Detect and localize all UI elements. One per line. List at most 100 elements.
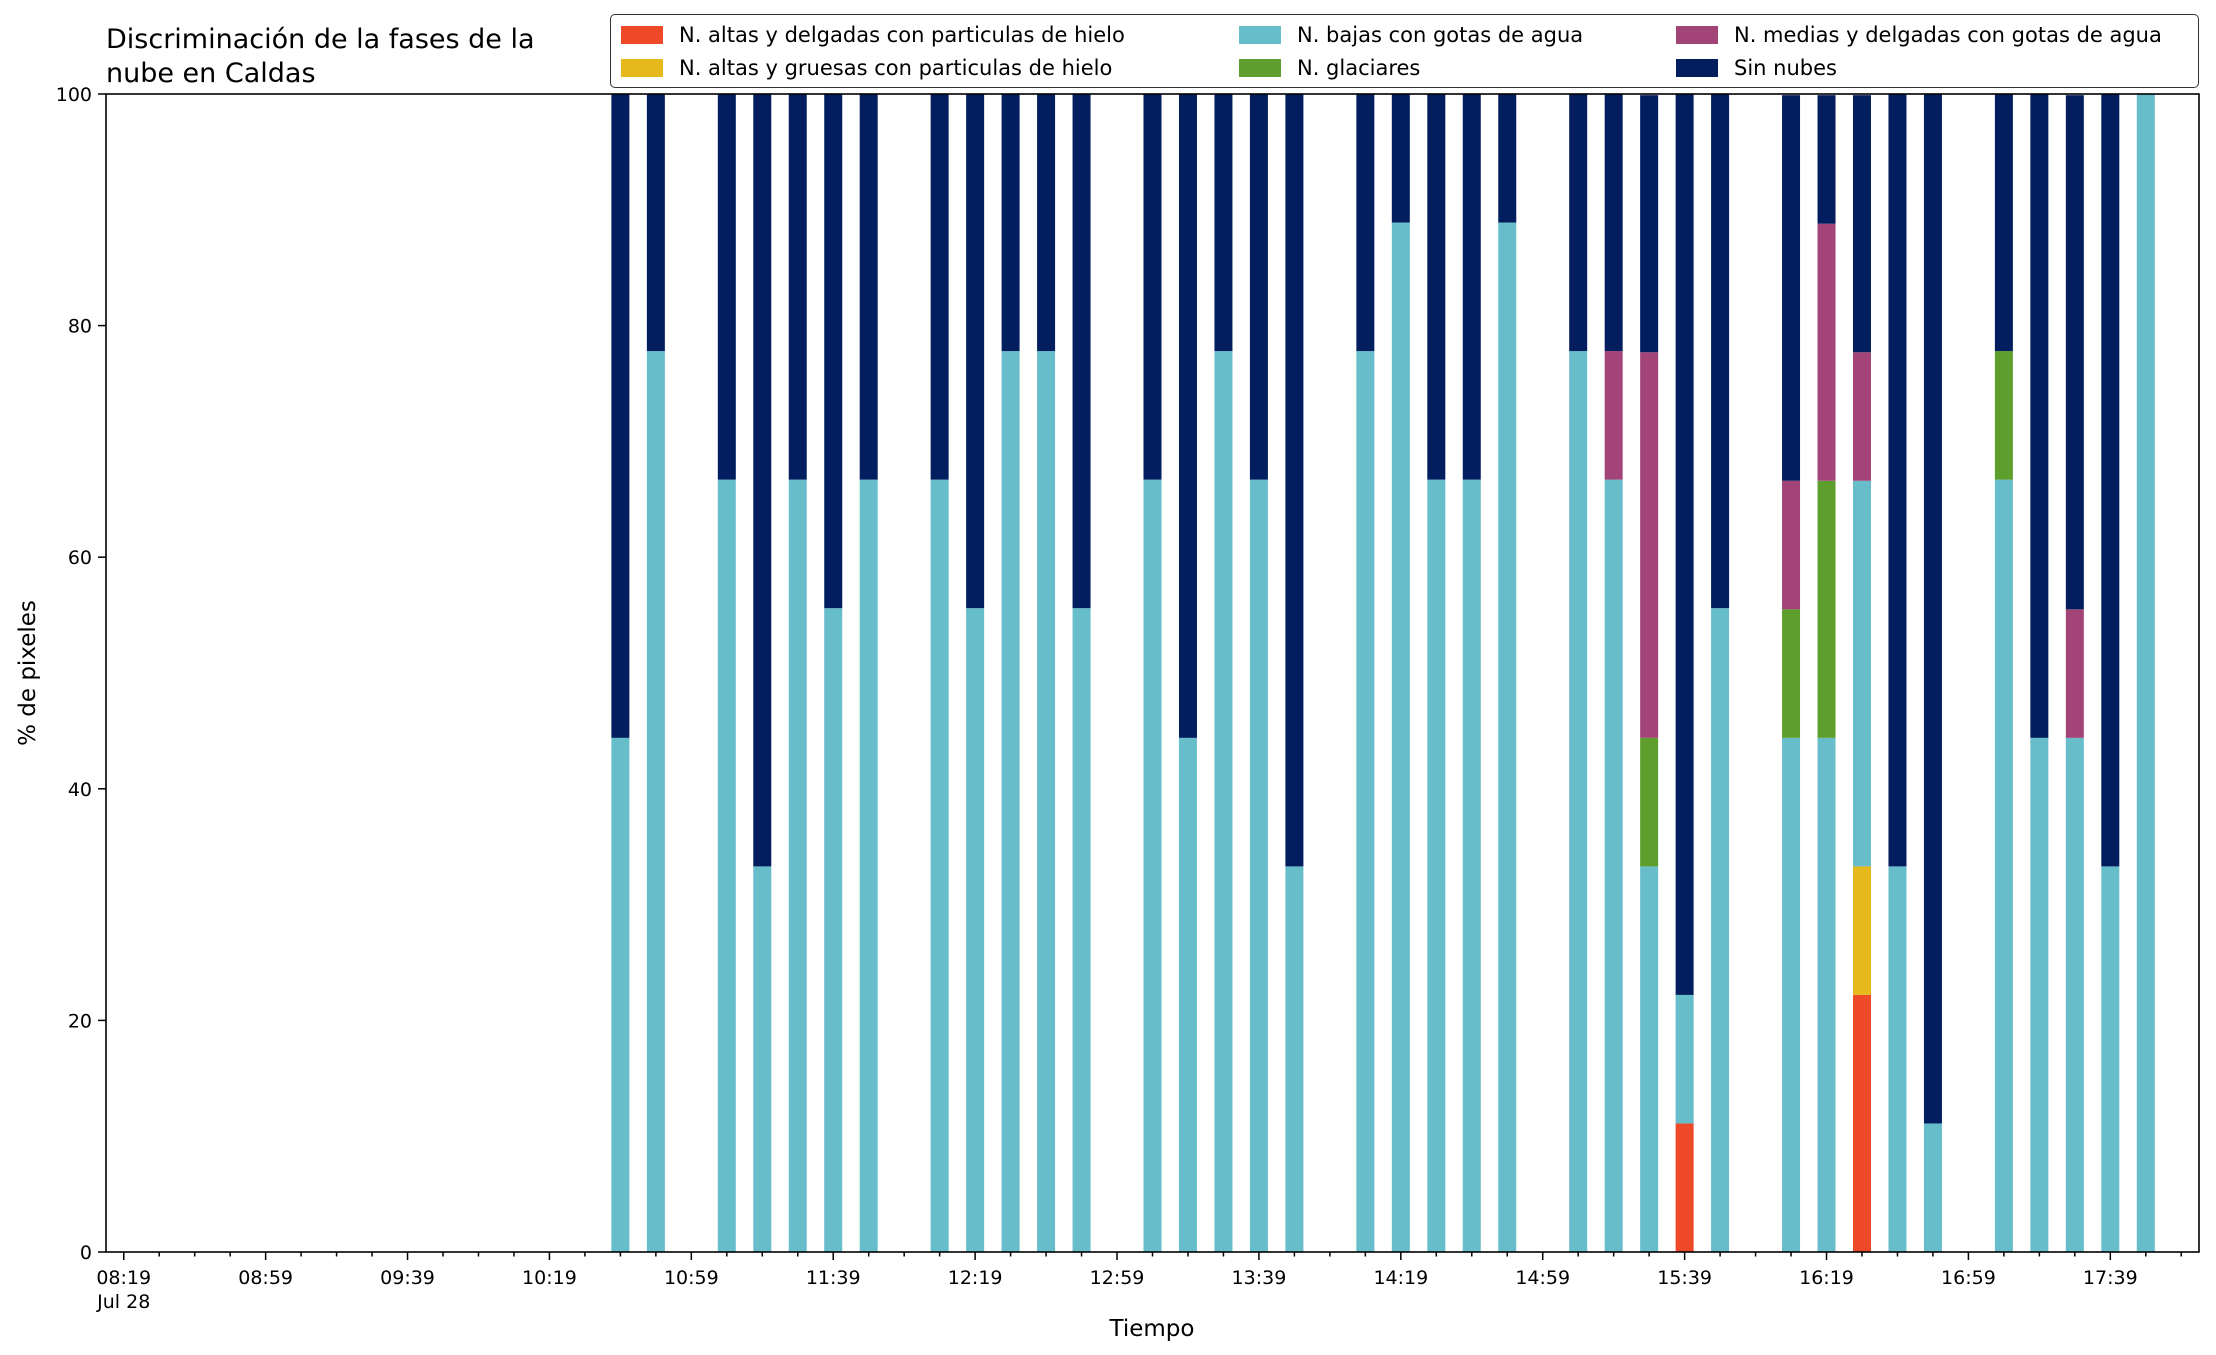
bar-segment <box>1285 94 1304 867</box>
bar-segment <box>2101 866 2120 1252</box>
bar-segment <box>1178 94 1197 738</box>
y-tick-label: 20 <box>68 1010 92 1032</box>
legend-item-glaciares: N. glaciares <box>1239 55 1420 81</box>
bar-segment <box>1994 479 2013 1252</box>
bar-segment <box>1498 222 1517 1252</box>
bar-segment <box>1675 1123 1694 1252</box>
bar-segment <box>1782 480 1801 610</box>
bar-segment <box>1249 479 1268 1252</box>
bar-segment <box>1214 94 1233 352</box>
x-tick-label: 09:39 <box>380 1267 435 1289</box>
bar-segment <box>1604 479 1623 1252</box>
bar-segment <box>717 479 736 1252</box>
bar-segment <box>1569 351 1588 1253</box>
x-tick-label: 16:19 <box>1799 1267 1854 1289</box>
bar-segment <box>1923 94 1942 1124</box>
bar-segment <box>966 94 985 609</box>
x-tick-label: 11:39 <box>806 1267 861 1289</box>
bar-segment <box>1994 351 2013 480</box>
bar-segment <box>1888 94 1907 867</box>
bar-segment <box>1249 94 1268 480</box>
bar-segment <box>1923 1123 1942 1252</box>
bar-segment <box>2030 94 2049 738</box>
bar-segment <box>1640 95 1659 353</box>
bar-segment <box>859 94 878 480</box>
bar-segment <box>1001 351 1020 1253</box>
bar-segment <box>1072 608 1091 1252</box>
bar-segment <box>824 94 843 609</box>
x-tick-label: 08:19 <box>96 1267 151 1289</box>
bar-segment <box>1817 737 1836 1252</box>
bar-segment <box>753 866 772 1252</box>
x-tick-label: 13:39 <box>1232 1267 1287 1289</box>
x-tick-label: 16:59 <box>1941 1267 1996 1289</box>
bar-segment <box>1852 352 1871 481</box>
x-axis-label: Tiempo <box>1109 1316 1195 1342</box>
bar-segment <box>2065 737 2084 1252</box>
legend-item-altas-gruesas: N. altas y gruesas con particulas de hie… <box>621 55 1112 81</box>
x-date-label: Jul 28 <box>96 1291 150 1313</box>
bar-segment <box>1285 866 1304 1252</box>
legend-item-sin-nubes: Sin nubes <box>1676 55 1837 81</box>
bar-segment <box>1604 94 1623 352</box>
bar-segment <box>1817 480 1836 738</box>
x-tick-label: 08:59 <box>238 1267 293 1289</box>
bar-segment <box>1675 94 1694 995</box>
bar-segment <box>1852 95 1871 353</box>
x-tick-label: 14:59 <box>1515 1267 1570 1289</box>
legend-label: N. glaciares <box>1297 56 1421 80</box>
bar-segment <box>1817 95 1836 224</box>
bar-segment <box>1675 994 1694 1124</box>
bar-segment <box>788 94 807 480</box>
bar-segment <box>1427 479 1446 1252</box>
bar-segment <box>1852 480 1871 867</box>
bar-segment <box>788 479 807 1252</box>
bar-segment <box>1817 223 1836 481</box>
bar-segment <box>1569 94 1588 352</box>
legend-swatch <box>621 59 663 77</box>
chart-title-line-2: nube en Caldas <box>106 58 316 89</box>
bar-segment <box>646 94 665 352</box>
bar-segment <box>930 94 949 480</box>
bar-segment <box>1462 479 1481 1252</box>
bar-segment <box>1782 737 1801 1252</box>
legend-swatch <box>621 26 663 44</box>
bar-segment <box>611 94 630 738</box>
chart-title-line-1: Discriminación de la fases de la <box>106 24 535 55</box>
bar-segment <box>1888 866 1907 1252</box>
bar-segment <box>2101 94 2120 867</box>
legend-swatch <box>1676 59 1718 77</box>
legend-swatch <box>1239 59 1281 77</box>
legend-label: Sin nubes <box>1734 56 1837 80</box>
bar-segment <box>824 608 843 1252</box>
legend: N. altas y delgadas con particulas de hi… <box>610 14 2199 88</box>
bar-segment <box>1852 994 1871 1252</box>
bar-segment <box>1711 608 1730 1252</box>
bar-segment <box>1214 351 1233 1253</box>
y-tick-label: 100 <box>56 84 92 106</box>
bar-segment <box>859 479 878 1252</box>
bar-segment <box>1037 351 1056 1253</box>
bar-segment <box>1178 737 1197 1252</box>
legend-item-medias-delgadas: N. medias y delgadas con gotas de agua <box>1676 22 2162 48</box>
legend-label: N. altas y gruesas con particulas de hie… <box>679 56 1113 80</box>
x-tick-label: 15:39 <box>1657 1267 1712 1289</box>
bar-segment <box>1498 94 1517 223</box>
x-tick-label: 17:39 <box>2083 1267 2138 1289</box>
y-axis: 0 20 40 60 80 100 <box>56 84 106 1264</box>
bar-segment <box>1852 866 1871 995</box>
bar-segment <box>717 94 736 480</box>
bar-segment <box>1001 94 1020 352</box>
legend-swatch <box>1239 26 1281 44</box>
bar-segment <box>1604 351 1623 480</box>
bar-segment <box>2030 737 2049 1252</box>
bar-segment <box>1640 352 1659 738</box>
x-tick-label: 10:19 <box>522 1267 577 1289</box>
bar-segment <box>1037 94 1056 352</box>
bar-segment <box>1356 94 1375 352</box>
bar-segment <box>1782 609 1801 738</box>
x-tick-label: 12:19 <box>948 1267 1003 1289</box>
bar-segment <box>2065 95 2084 610</box>
bar-segment <box>2136 94 2155 1252</box>
legend-swatch <box>1676 26 1718 44</box>
